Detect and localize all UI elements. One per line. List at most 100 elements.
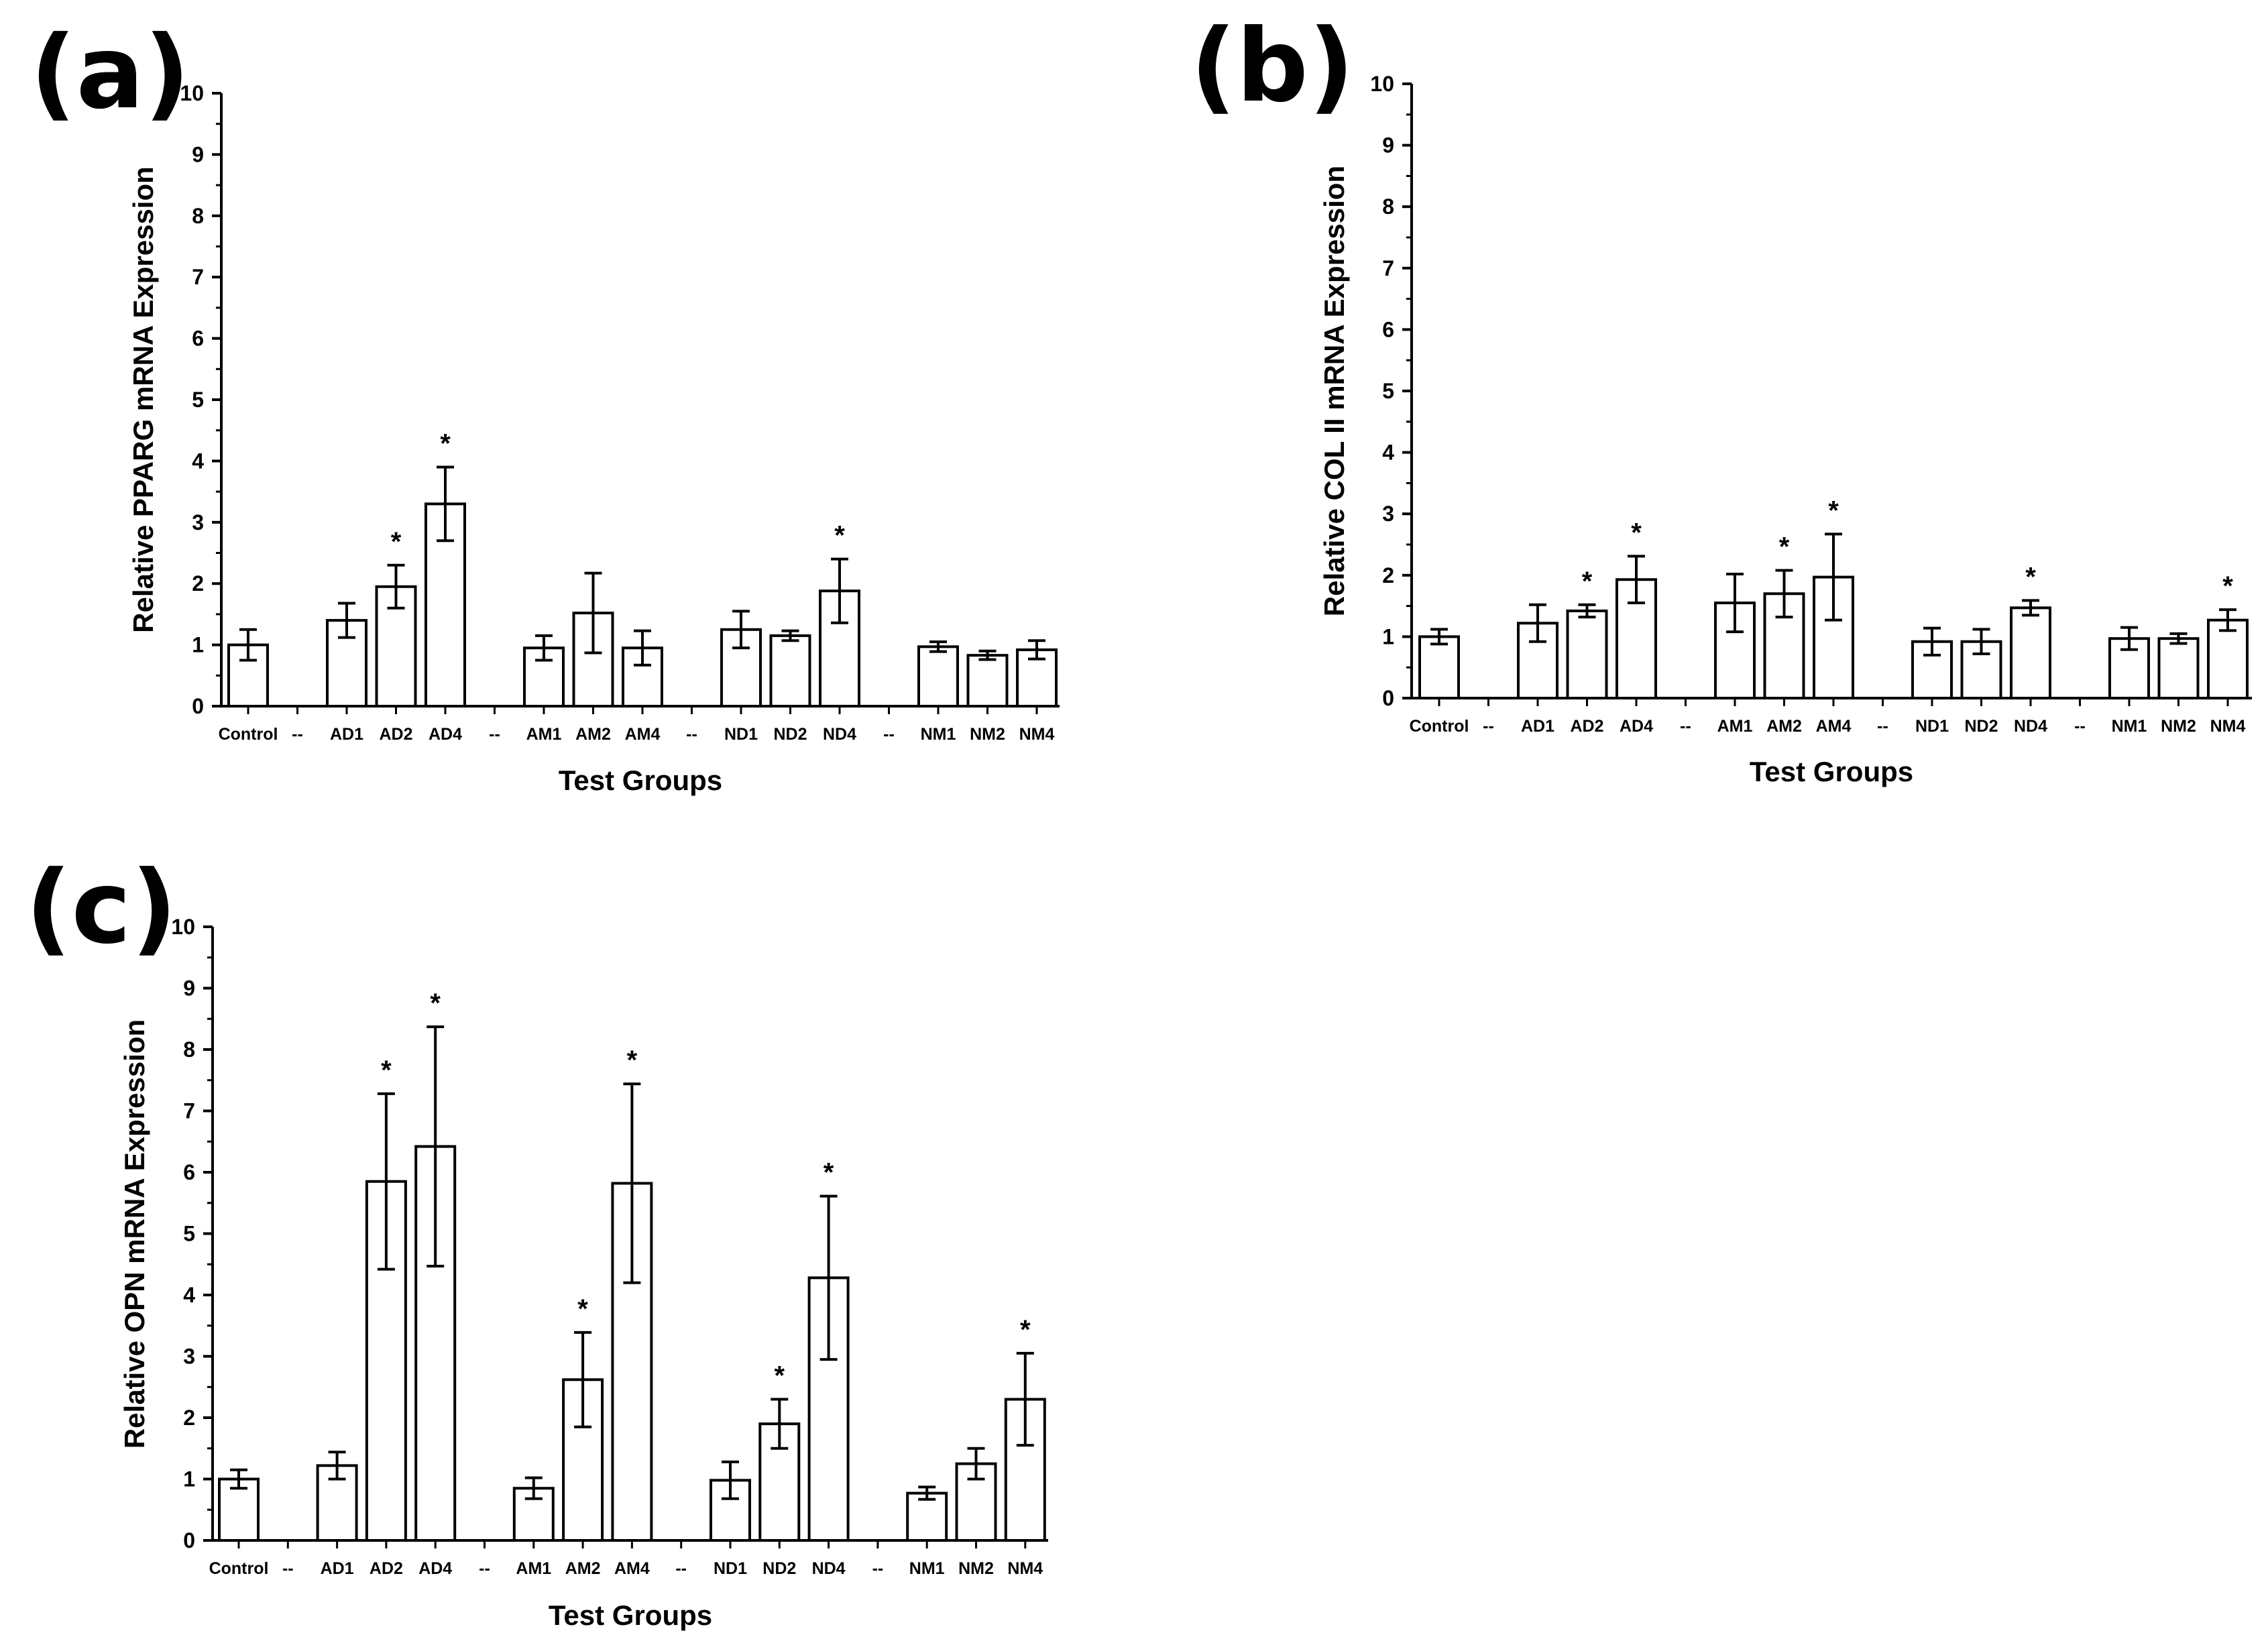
x-tick-label: NM1 <box>921 725 956 744</box>
x-tick-label: ND4 <box>2014 717 2047 736</box>
y-tick-label: 4 <box>192 449 204 473</box>
significance-asterisk: * <box>627 1045 638 1075</box>
y-ticks: 0 1 2 3 4 5 6 7 8 9 10 <box>180 81 221 718</box>
x-tick-label: -- <box>675 1559 687 1578</box>
y-tick-label: 1 <box>183 1467 195 1491</box>
x-tick-label: NM2 <box>970 725 1005 744</box>
x-tick-label: NM1 <box>909 1559 945 1578</box>
significance-asterisk: * <box>577 1294 588 1324</box>
x-tick-label: -- <box>292 725 303 744</box>
y-tick-label: 8 <box>192 204 204 228</box>
y-tick-label: 5 <box>192 388 204 412</box>
panel-label-b: (b) <box>1190 8 1354 125</box>
x-tick-label: Control <box>219 725 278 744</box>
x-axis-title: Test Groups <box>549 1599 712 1631</box>
x-tick-label: -- <box>1680 717 1691 736</box>
y-tick-label: 10 <box>1370 72 1394 96</box>
x-tick-label: -- <box>2074 717 2086 736</box>
y-tick-label: 1 <box>1382 624 1394 648</box>
y-tick-label: 9 <box>192 142 204 166</box>
significance-asterisk: * <box>391 527 402 557</box>
y-tick-label: 2 <box>1382 563 1394 587</box>
x-tick-label: NM2 <box>958 1559 994 1578</box>
chart-panel-b: (b) 0 1 2 3 4 5 6 7 8 9 10 * * * * * * Control -- AD1 AD2 A… <box>1190 8 2252 787</box>
x-tick-label: AM4 <box>625 725 661 744</box>
significance-asterisk: * <box>1828 496 1839 525</box>
x-tick-label: ND4 <box>812 1559 846 1578</box>
panel-label-c: (c) <box>25 850 177 966</box>
significance-asterisk: * <box>2025 562 2036 591</box>
y-tick-label: 6 <box>192 327 204 351</box>
x-tick-label: -- <box>1877 717 1888 736</box>
x-tick-label: ND1 <box>1915 717 1949 736</box>
y-tick-label: 10 <box>180 81 204 105</box>
y-tick-label: 7 <box>192 265 204 289</box>
x-tick-label: AD4 <box>429 725 462 744</box>
y-axis-title: Relative PPARG mRNA Expression <box>127 166 159 633</box>
y-tick-label: 0 <box>1382 686 1394 710</box>
y-axis-title: Relative OPN mRNA Expression <box>119 1019 150 1449</box>
y-tick-label: 2 <box>183 1406 195 1430</box>
x-tick-label: AM2 <box>575 725 611 744</box>
x-tick-label: NM2 <box>2161 717 2196 736</box>
x-tick-label: AM4 <box>614 1559 650 1578</box>
x-tick-label: ND2 <box>762 1559 796 1578</box>
x-tick-label: NM4 <box>1007 1559 1043 1578</box>
y-tick-label: 9 <box>1382 133 1394 158</box>
y-tick-label: 0 <box>183 1528 195 1552</box>
x-tick-label: -- <box>872 1559 884 1578</box>
x-tick-label: AD2 <box>370 1559 403 1578</box>
x-tick-label: NM4 <box>1019 725 1055 744</box>
bar <box>2010 606 2051 700</box>
significance-asterisk: * <box>381 1056 392 1085</box>
x-tick-label: NM4 <box>2210 717 2246 736</box>
y-tick-label: 3 <box>183 1345 195 1369</box>
x-tick-label: -- <box>686 725 697 744</box>
y-tick-label: 7 <box>183 1099 195 1123</box>
bars: * * * * * * * <box>218 988 1046 1542</box>
x-tick-label: NM1 <box>2112 717 2147 736</box>
chart-panel-a: (a) 0 1 2 3 4 5 6 7 8 9 10 * * * Control -- AD1 AD2 AD4 -… <box>30 15 1060 796</box>
x-ticks: Control -- AD1 AD2 AD4 -- AM1 AM2 AM4 -- ND1 ND2 ND4… <box>209 1540 1043 1578</box>
x-tick-label: AM1 <box>1717 717 1753 736</box>
bar <box>2157 637 2200 700</box>
y-tick-label: 8 <box>183 1037 195 1062</box>
x-axis-title: Test Groups <box>559 765 722 796</box>
x-tick-label: Control <box>209 1559 269 1578</box>
x-axis-title: Test Groups <box>1750 756 1913 787</box>
significance-asterisk: * <box>2222 571 2233 601</box>
significance-asterisk: * <box>775 1361 785 1391</box>
chart-panel-c: (c) 0 1 2 3 4 5 6 7 8 9 10 * * * * * * * Control -- AD1 AD2… <box>25 850 1048 1631</box>
x-tick-label: AD4 <box>418 1559 452 1578</box>
significance-asterisk: * <box>430 988 441 1018</box>
x-tick-label: Control <box>1410 717 1469 736</box>
x-tick-label: -- <box>883 725 895 744</box>
y-tick-label: 8 <box>1382 194 1394 219</box>
bar <box>424 502 466 708</box>
x-tick-label: ND2 <box>773 725 807 744</box>
x-tick-label: -- <box>479 1559 490 1578</box>
x-tick-label: -- <box>489 725 500 744</box>
significance-asterisk: * <box>1582 567 1593 596</box>
bar <box>917 645 959 708</box>
y-tick-label: 0 <box>192 694 204 718</box>
y-tick-label: 6 <box>183 1160 195 1184</box>
significance-asterisk: * <box>1020 1315 1031 1345</box>
x-ticks: Control -- AD1 AD2 AD4 -- AM1 AM2 AM4 -- ND1 ND2 ND4… <box>1410 698 2246 736</box>
significance-asterisk: * <box>1631 518 1642 547</box>
significance-asterisk: * <box>440 429 451 459</box>
significance-asterisk: * <box>1779 532 1790 561</box>
x-tick-label: AM2 <box>565 1559 601 1578</box>
y-axis-title: Relative COL II mRNA Expression <box>1318 166 1350 616</box>
significance-asterisk: * <box>834 521 845 551</box>
bar <box>966 654 1009 708</box>
panel-label-a: (a) <box>30 15 190 131</box>
y-ticks: 0 1 2 3 4 5 6 7 8 9 10 <box>1370 72 1412 710</box>
y-tick-label: 5 <box>183 1222 195 1246</box>
y-tick-label: 5 <box>1382 379 1394 403</box>
bar <box>1418 635 1460 700</box>
y-tick-label: 4 <box>1382 441 1394 465</box>
x-tick-label: -- <box>282 1559 294 1578</box>
